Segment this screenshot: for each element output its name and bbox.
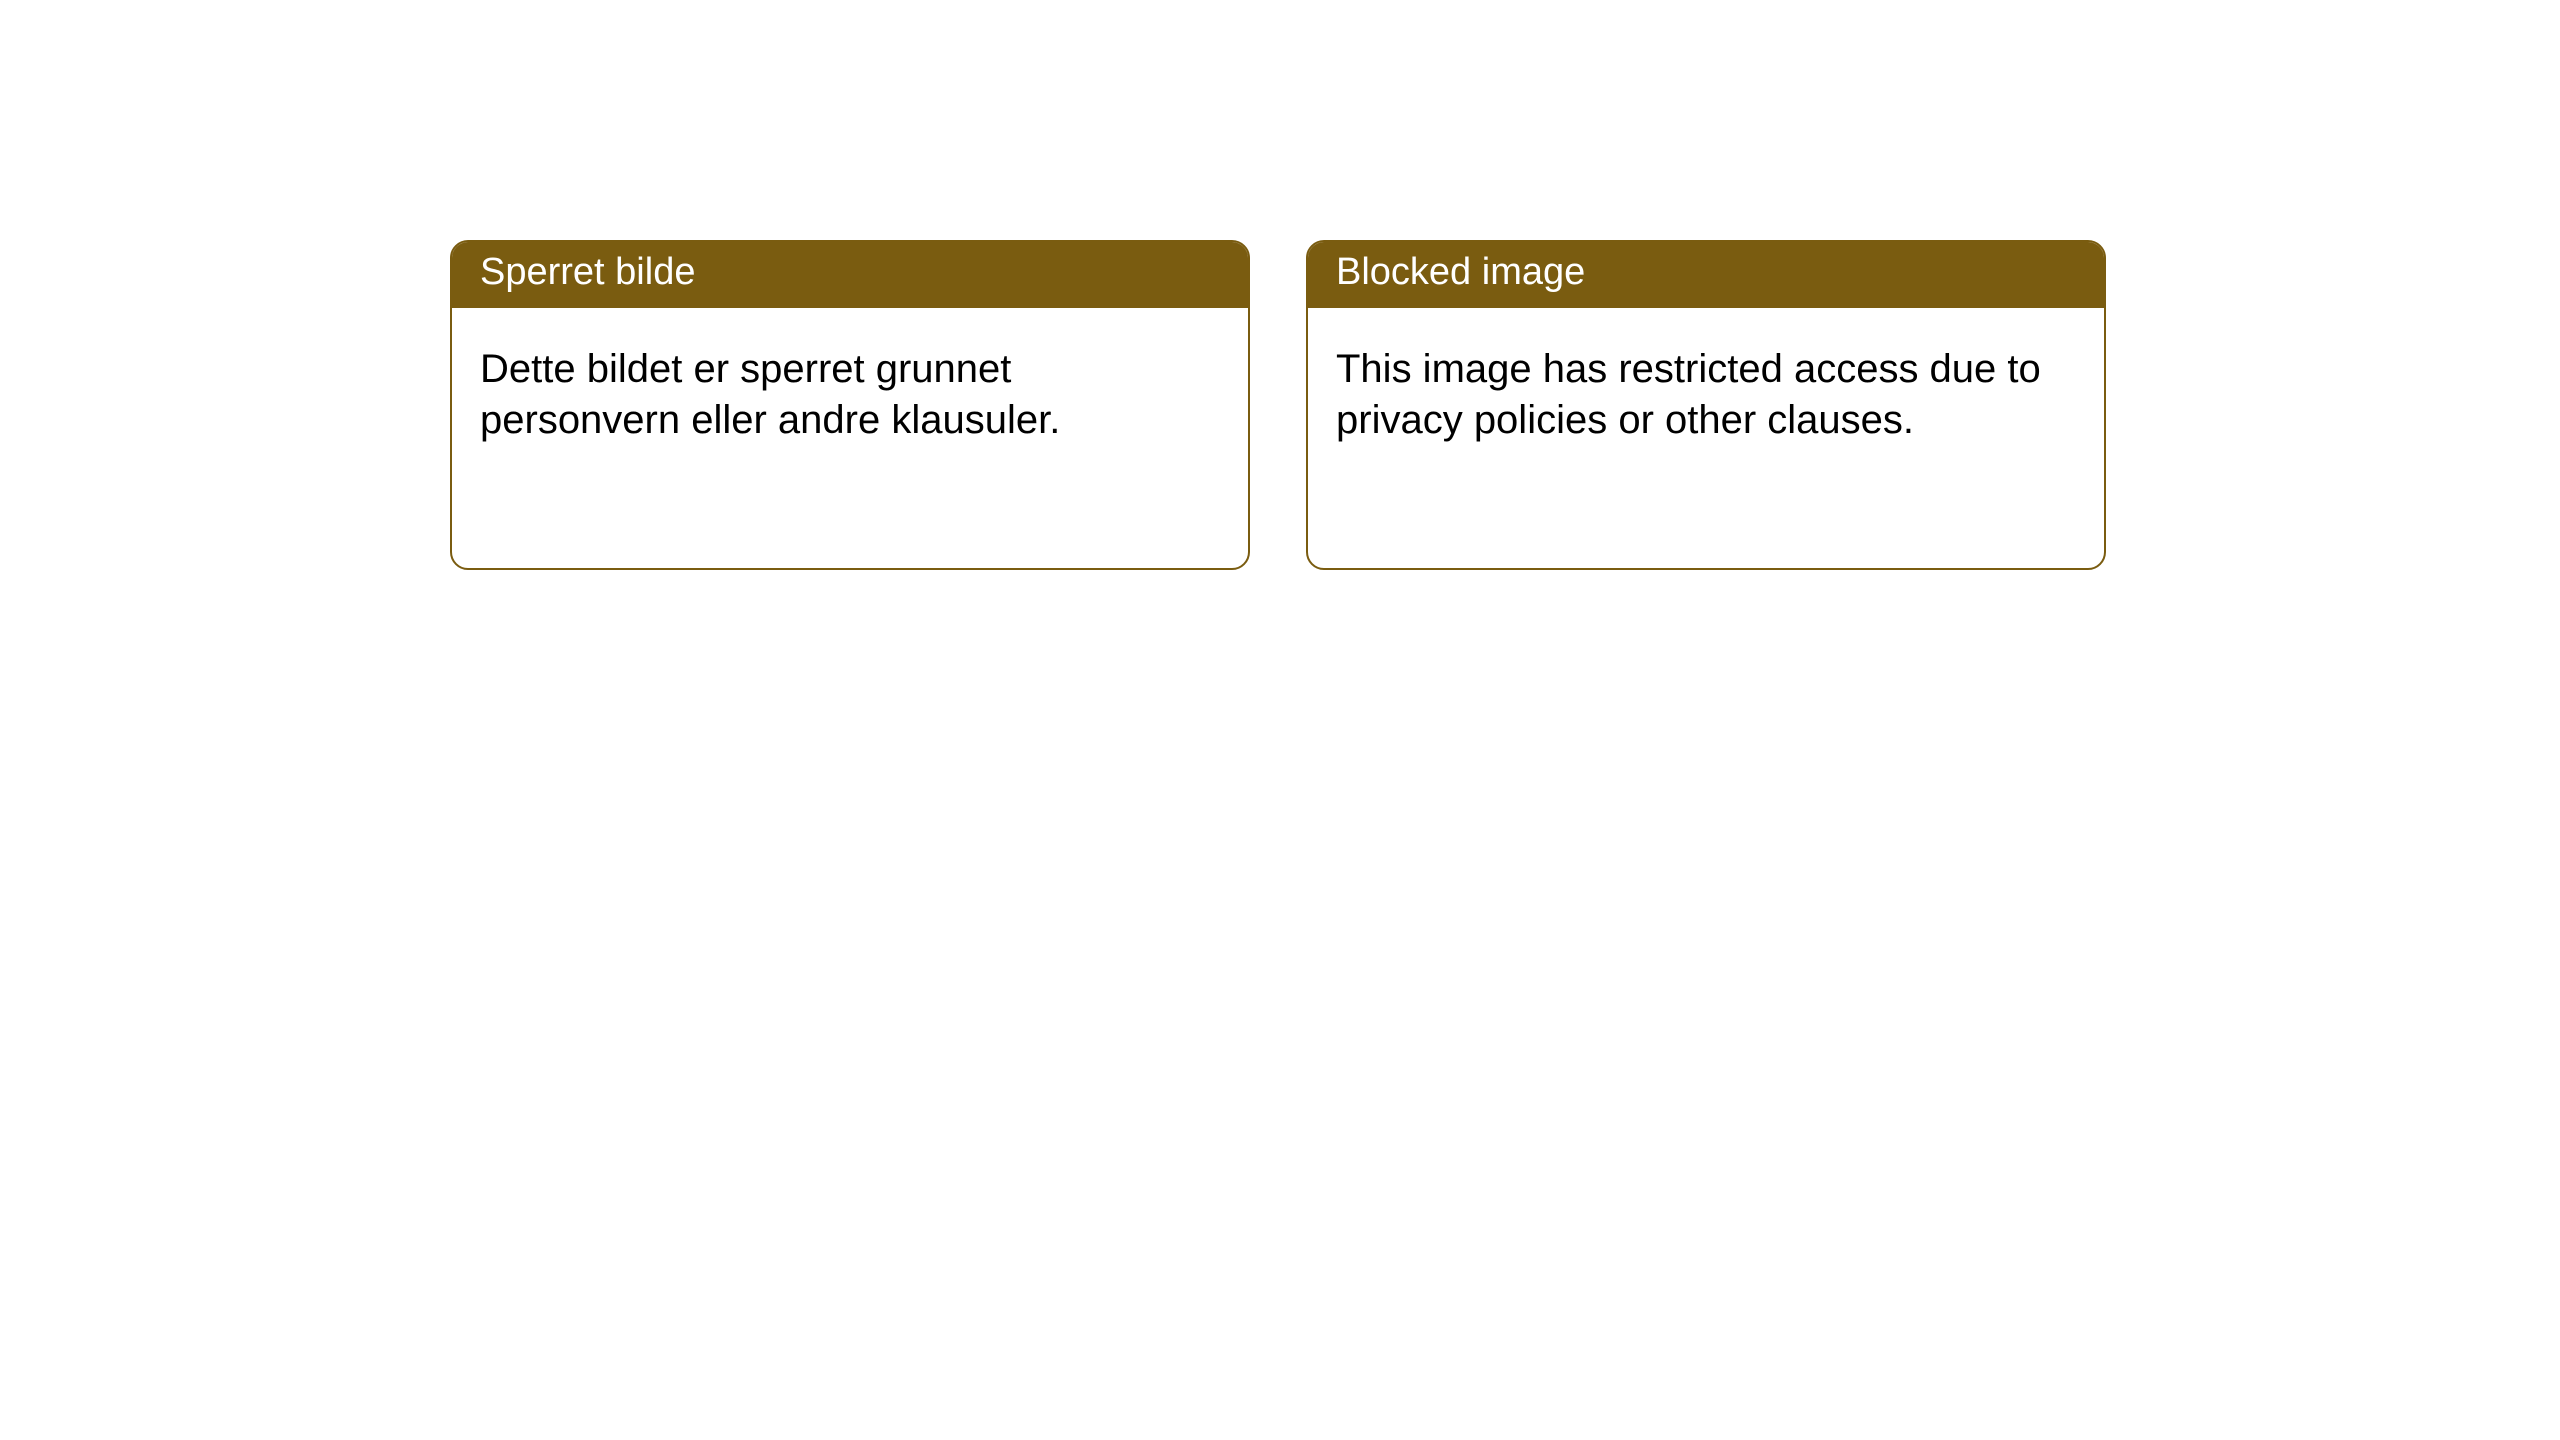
notice-card-title: Blocked image bbox=[1308, 242, 2104, 308]
notice-card-english: Blocked image This image has restricted … bbox=[1306, 240, 2106, 570]
notice-card-title: Sperret bilde bbox=[452, 242, 1248, 308]
notice-card-body: This image has restricted access due to … bbox=[1308, 308, 2104, 474]
notice-card-norwegian: Sperret bilde Dette bildet er sperret gr… bbox=[450, 240, 1250, 570]
notice-card-body: Dette bildet er sperret grunnet personve… bbox=[452, 308, 1248, 474]
notice-cards-container: Sperret bilde Dette bildet er sperret gr… bbox=[450, 240, 2560, 570]
